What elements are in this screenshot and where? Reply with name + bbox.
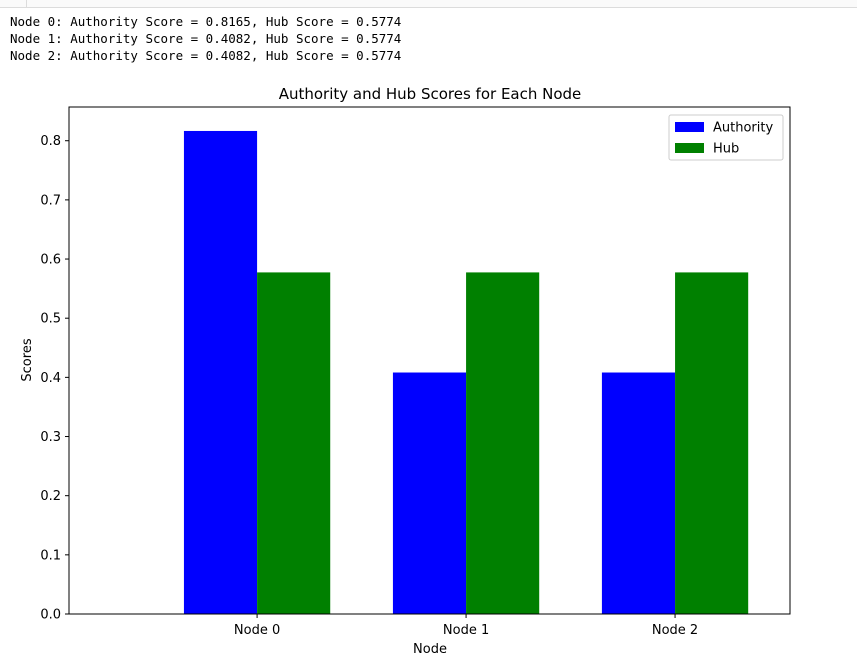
legend-swatch-authority (675, 122, 704, 132)
output-line-node-2: Node 2: Authority Score = 0.4082, Hub Sc… (10, 48, 402, 63)
x-axis-label: Node (413, 642, 447, 657)
bar-authority-1 (392, 372, 467, 614)
cell-tab (0, 0, 27, 7)
legend-label-authority: Authority (713, 121, 773, 136)
bars-group (183, 130, 749, 614)
legend-label-hub: Hub (713, 142, 739, 157)
x-axis: Node 0 Node 1 Node 2 (234, 614, 698, 638)
y-tick-label-0: 0.0 (40, 608, 61, 623)
cell-output-text: Node 0: Authority Score = 0.8165, Hub Sc… (10, 13, 401, 64)
output-line-node-0: Node 0: Authority Score = 0.8165, Hub Sc… (10, 14, 402, 29)
y-tick-label-4: 0.4 (40, 371, 61, 386)
y-tick-label-5: 0.5 (40, 312, 61, 327)
chart-title: Authority and Hub Scores for Each Node (279, 85, 582, 103)
x-tick-label-0: Node 0 (234, 623, 280, 638)
bar-hub-2 (675, 272, 749, 614)
cell-top-border (0, 0, 857, 8)
y-tick-label-2: 0.2 (40, 489, 61, 504)
y-tick-label-7: 0.7 (40, 193, 61, 208)
bar-authority-2 (601, 372, 676, 614)
bar-hub-0 (257, 272, 331, 614)
y-axis-label: Scores (20, 338, 35, 381)
y-tick-label-1: 0.1 (40, 548, 61, 563)
x-tick-label-2: Node 2 (652, 623, 698, 638)
output-line-node-1: Node 1: Authority Score = 0.4082, Hub Sc… (10, 31, 402, 46)
legend: Authority Hub (668, 114, 784, 161)
x-tick-label-1: Node 1 (443, 623, 489, 638)
bar-hub-1 (466, 272, 540, 614)
bar-authority-0 (183, 130, 258, 614)
legend-swatch-hub (675, 143, 704, 153)
y-axis: 0.0 0.1 0.2 0.3 0.4 0.5 0.6 0.7 0.8 (40, 134, 69, 623)
y-tick-label-8: 0.8 (40, 134, 61, 149)
y-tick-label-3: 0.3 (40, 430, 61, 445)
plot-frame (68, 106, 791, 615)
y-tick-label-6: 0.6 (40, 253, 61, 268)
